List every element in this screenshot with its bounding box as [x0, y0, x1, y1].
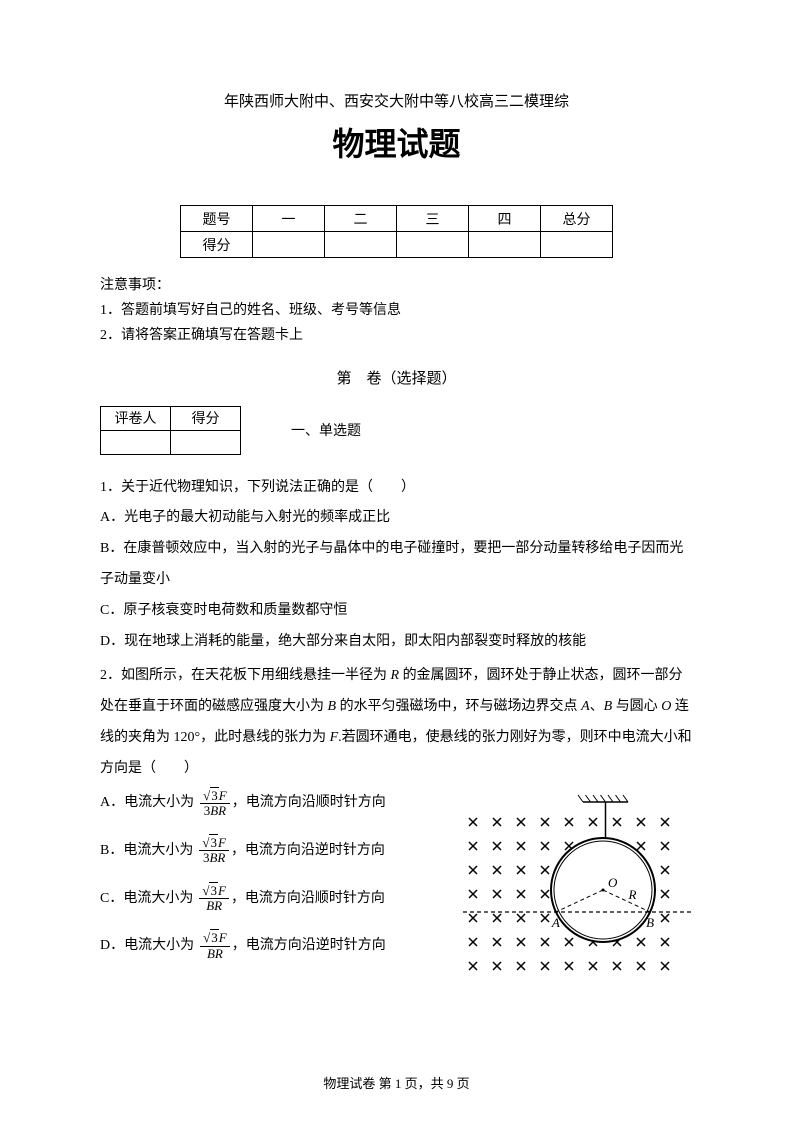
fraction: ​3F BR [200, 931, 230, 961]
grader-table: 评卷人 得分 [100, 406, 241, 455]
fraction: ​3F BR [199, 884, 229, 914]
col-header: 四 [469, 206, 541, 232]
exam-title: 物理试题 [100, 119, 693, 165]
table-row: 得分 [181, 232, 613, 258]
options-column: A．电流大小为 ​3F 3BR ，电流方向沿顺时针方向 B．电流大小为 ​3F … [100, 789, 443, 979]
question-stem: 1．关于近代物理知识，下列说法正确的是（ ） [100, 473, 693, 504]
option-c: C．电流大小为 ​3F BR ，电流方向沿顺时针方向 [100, 884, 443, 914]
score-cell [469, 232, 541, 258]
score-table: 题号 一 二 三 四 总分 得分 [180, 205, 613, 258]
option-b: B．电流大小为 ​3F 3BR ，电流方向沿逆时针方向 [100, 836, 443, 866]
score-cell [541, 232, 613, 258]
notice-line: 2．请将答案正确填写在答题卡上 [100, 323, 693, 348]
grader-cell: 得分 [171, 406, 241, 430]
question-stem: 2．如图所示，在天花板下用细线悬挂一半径为 R 的金属圆环，圆环处于静止状态，圆… [100, 661, 693, 784]
question-2: 2．如图所示，在天花板下用细线悬挂一半径为 R 的金属圆环，圆环处于静止状态，圆… [100, 661, 693, 784]
svg-text:R: R [628, 887, 637, 902]
question-1: 1．关于近代物理知识，下列说法正确的是（ ） A．光电子的最大初动能与入射光的频… [100, 473, 693, 658]
svg-text:O: O [608, 875, 618, 890]
figure-ring-in-field: OR A B [463, 789, 693, 984]
score-cell [325, 232, 397, 258]
ring-diagram: OR A B [463, 794, 693, 979]
col-header: 总分 [541, 206, 613, 232]
option-d: D．电流大小为 ​3F BR ，电流方向沿逆时针方向 [100, 931, 443, 961]
grader-cell-empty [101, 430, 171, 454]
svg-text:A: A [551, 915, 560, 930]
grader-cell-empty [171, 430, 241, 454]
score-cell [397, 232, 469, 258]
notice-block: 注意事项： 1．答题前填写好自己的姓名、班级、考号等信息 2．请将答案正确填写在… [100, 273, 693, 349]
col-header: 二 [325, 206, 397, 232]
section-header: 第 卷（选择题） [100, 367, 693, 388]
options-with-figure: A．电流大小为 ​3F 3BR ，电流方向沿顺时针方向 B．电流大小为 ​3F … [100, 789, 693, 984]
question-type-label: 一、单选题 [291, 420, 361, 440]
page-footer: 物理试卷 第 1 页，共 9 页 [0, 1073, 793, 1092]
col-header: 三 [397, 206, 469, 232]
notice-line: 1．答题前填写好自己的姓名、班级、考号等信息 [100, 298, 693, 323]
grader-cell: 评卷人 [101, 406, 171, 430]
row-header: 得分 [181, 232, 253, 258]
fraction: ​3F 3BR [199, 836, 229, 866]
option-d: D．现在地球上消耗的能量，绝大部分来自太阳，即太阳内部裂变时释放的核能 [100, 627, 693, 658]
option-a: A．电流大小为 ​3F 3BR ，电流方向沿顺时针方向 [100, 789, 443, 819]
option-c: C．原子核衰变时电荷数和质量数都守恒 [100, 596, 693, 627]
col-header: 题号 [181, 206, 253, 232]
option-a: A．光电子的最大初动能与入射光的频率成正比 [100, 503, 693, 534]
fraction: ​3F 3BR [200, 789, 230, 819]
table-row: 题号 一 二 三 四 总分 [181, 206, 613, 232]
option-b: B．在康普顿效应中，当入射的光子与晶体中的电子碰撞时，要把一部分动量转移给电子因… [100, 534, 693, 596]
svg-text:B: B [646, 915, 654, 930]
col-header: 一 [253, 206, 325, 232]
score-cell [253, 232, 325, 258]
grader-row: 评卷人 得分 一、单选题 [100, 406, 693, 455]
exam-subtitle: 年陕西师大附中、西安交大附中等八校高三二模理综 [100, 90, 693, 111]
notice-heading: 注意事项： [100, 273, 693, 298]
